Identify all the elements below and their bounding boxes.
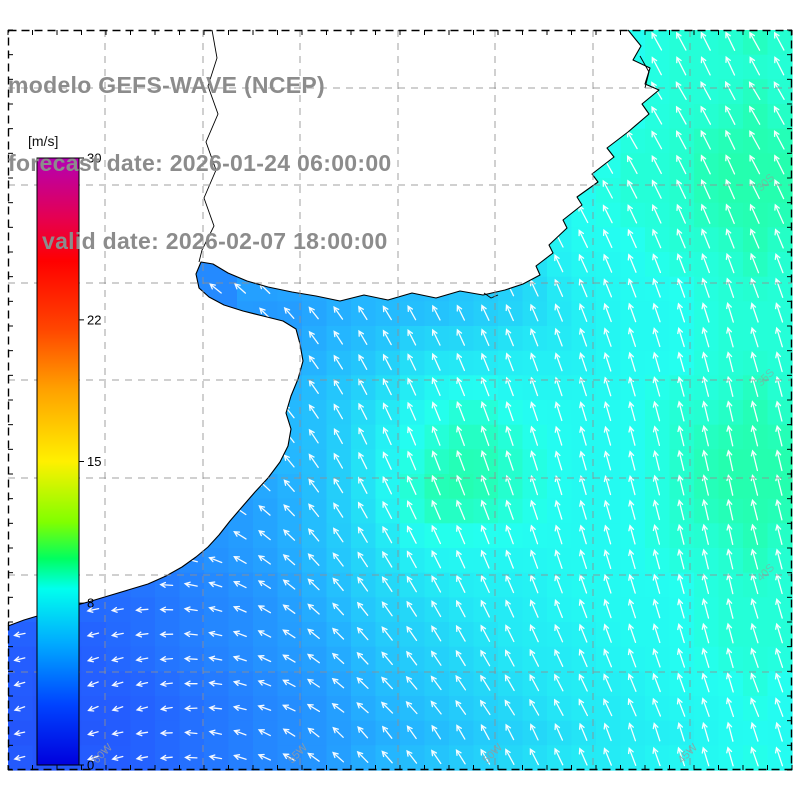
colorbar-tick-label: 0 [87,758,94,773]
colorbar-tick-label: 22 [87,312,101,327]
rivers-and-borders [198,29,650,299]
colorbar-tick-label: 8 [87,596,94,611]
coastline [7,29,660,627]
model-title: modelo GEFS-WAVE (NCEP) [8,72,325,98]
colorbar-tick-label: 30 [87,151,101,166]
forecast-date-label: forecast date: 2026-01-24 06:00:00 [8,150,392,176]
title-block: modelo GEFS-WAVE (NCEP) forecast date: 2… [8,20,392,306]
border-ticks [7,29,793,771]
colorbar-units-label: [m/s] [28,133,59,149]
valid-date-label: valid date: 2026-02-07 18:00:00 [42,228,388,254]
latlon-grid [8,30,792,770]
colorbar-tick-label: 15 [87,454,101,469]
wind-arrows [13,31,785,767]
land-mass [7,29,660,627]
colorbar: 30 22 15 8 0 [36,151,101,773]
